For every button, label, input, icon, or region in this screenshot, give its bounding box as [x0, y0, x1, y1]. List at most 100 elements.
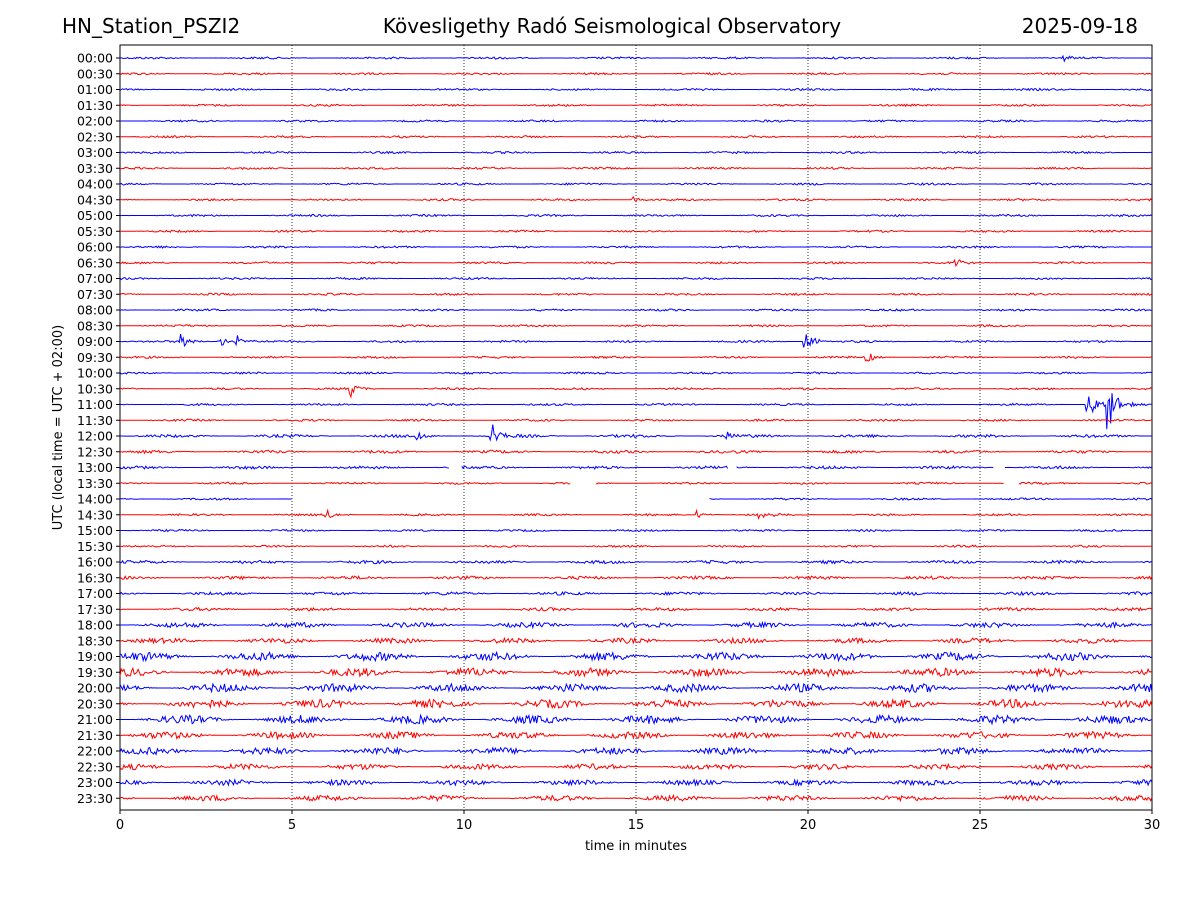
trace-13:00 [119, 465, 1153, 471]
plot-frame [119, 44, 1153, 811]
y-tick-label-13:00: 13:00 [77, 460, 113, 475]
trace-22:00 [119, 746, 1153, 756]
date-title: 2025-09-18 [1021, 14, 1138, 38]
y-tick-label-06:30: 06:30 [77, 255, 113, 270]
trace-02:00 [120, 119, 1153, 123]
y-tick-label-09:30: 09:30 [77, 350, 113, 365]
trace-20:30 [119, 698, 1153, 710]
y-tick-label-12:30: 12:30 [77, 444, 113, 459]
y-tick-label-05:30: 05:30 [77, 224, 113, 239]
y-tick-label-08:00: 08:00 [77, 303, 113, 318]
y-tick-label-01:00: 01:00 [77, 82, 113, 97]
x-axis-label: time in minutes [585, 839, 687, 854]
y-tick-label-16:00: 16:00 [77, 555, 113, 570]
x-tick-label-5: 5 [288, 818, 296, 833]
y-tick-label-04:30: 04:30 [77, 192, 113, 207]
y-tick-label-17:00: 17:00 [77, 586, 113, 601]
trace-23:30 [119, 793, 1153, 803]
y-tick-label-18:00: 18:00 [77, 618, 113, 633]
trace-10:00 [119, 371, 1153, 375]
y-tick-label-05:00: 05:00 [77, 208, 113, 223]
trace-08:00 [119, 308, 1153, 312]
trace-09:00 [119, 334, 1152, 348]
y-tick-label-22:30: 22:30 [77, 759, 113, 774]
y-tick-label-23:30: 23:30 [77, 791, 113, 806]
trace-09:30 [119, 353, 1153, 362]
trace-04:00 [119, 182, 1153, 186]
y-tick-label-13:30: 13:30 [77, 476, 113, 491]
trace-00:30 [119, 71, 1153, 76]
y-tick-label-08:30: 08:30 [77, 318, 113, 333]
y-tick-label-02:30: 02:30 [77, 129, 113, 144]
trace-11:30 [120, 418, 1153, 423]
y-tick-label-03:30: 03:30 [77, 161, 113, 176]
trace-14:00 [119, 497, 1153, 501]
trace-03:30 [119, 166, 1153, 171]
x-tick-label-10: 10 [456, 818, 473, 833]
y-tick-label-20:30: 20:30 [77, 696, 113, 711]
trace-18:30 [119, 636, 1153, 645]
trace-02:30 [120, 134, 1152, 139]
trace-21:00 [119, 713, 1153, 726]
y-tick-label-19:30: 19:30 [77, 665, 113, 680]
y-tick-label-07:30: 07:30 [77, 287, 113, 302]
y-tick-label-01:30: 01:30 [77, 98, 113, 113]
y-tick-label-10:00: 10:00 [77, 366, 113, 381]
x-tick-label-0: 0 [116, 818, 124, 833]
trace-20:00 [119, 682, 1153, 694]
y-tick-label-11:30: 11:30 [77, 413, 113, 428]
trace-21:30 [119, 730, 1153, 741]
trace-10:30 [119, 385, 1153, 399]
y-tick-label-14:00: 14:00 [77, 492, 113, 507]
y-tick-label-17:30: 17:30 [77, 602, 113, 617]
x-tick-label-25: 25 [972, 818, 989, 833]
trace-23:00 [119, 778, 1153, 787]
trace-12:00 [120, 424, 1152, 442]
trace-06:00 [119, 245, 1152, 249]
trace-07:00 [119, 276, 1153, 281]
y-tick-label-19:00: 19:00 [77, 649, 113, 664]
y-tick-label-12:00: 12:00 [77, 429, 113, 444]
station-title: HN_Station_PSZI2 [62, 14, 241, 38]
trace-05:00 [119, 213, 1153, 218]
y-tick-label-14:30: 14:30 [77, 507, 113, 522]
y-axis-label: UTC (local time = UTC + 02:00) [51, 325, 66, 530]
trace-15:00 [120, 528, 1153, 533]
trace-19:30 [119, 666, 1153, 679]
trace-00:00 [119, 54, 1153, 63]
y-tick-label-15:00: 15:00 [77, 523, 113, 538]
x-tick-label-15: 15 [628, 818, 645, 833]
x-tick-label-30: 30 [1144, 818, 1161, 833]
trace-01:00 [119, 87, 1153, 92]
trace-07:30 [119, 292, 1153, 297]
trace-18:00 [120, 620, 1153, 630]
y-tick-label-16:30: 16:30 [77, 570, 113, 585]
trace-17:00 [119, 590, 1153, 597]
y-tick-label-23:00: 23:00 [77, 775, 113, 790]
y-tick-label-10:30: 10:30 [77, 381, 113, 396]
y-tick-label-15:30: 15:30 [77, 539, 113, 554]
y-tick-label-21:00: 21:00 [77, 712, 113, 727]
y-tick-label-03:00: 03:00 [77, 145, 113, 160]
y-tick-label-18:30: 18:30 [77, 633, 113, 648]
trace-16:00 [119, 559, 1153, 565]
y-tick-label-00:00: 00:00 [77, 51, 113, 66]
trace-08:30 [120, 323, 1153, 328]
trace-17:30 [119, 606, 1153, 612]
x-tick-label-20: 20 [800, 818, 817, 833]
trace-01:30 [119, 103, 1153, 108]
y-tick-label-04:00: 04:00 [77, 177, 113, 192]
trace-19:00 [119, 650, 1153, 663]
trace-13:30 [119, 481, 1153, 485]
trace-14:30 [119, 508, 1153, 520]
y-tick-label-21:30: 21:30 [77, 728, 113, 743]
y-tick-label-22:00: 22:00 [77, 744, 113, 759]
y-tick-label-00:30: 00:30 [77, 66, 113, 81]
observatory-title: Kövesligethy Radó Seismological Observat… [382, 14, 842, 38]
y-tick-label-09:00: 09:00 [77, 334, 113, 349]
trace-05:30 [119, 229, 1153, 233]
y-tick-label-02:00: 02:00 [77, 114, 113, 129]
trace-11:00 [119, 393, 1153, 430]
trace-22:30 [119, 762, 1153, 771]
